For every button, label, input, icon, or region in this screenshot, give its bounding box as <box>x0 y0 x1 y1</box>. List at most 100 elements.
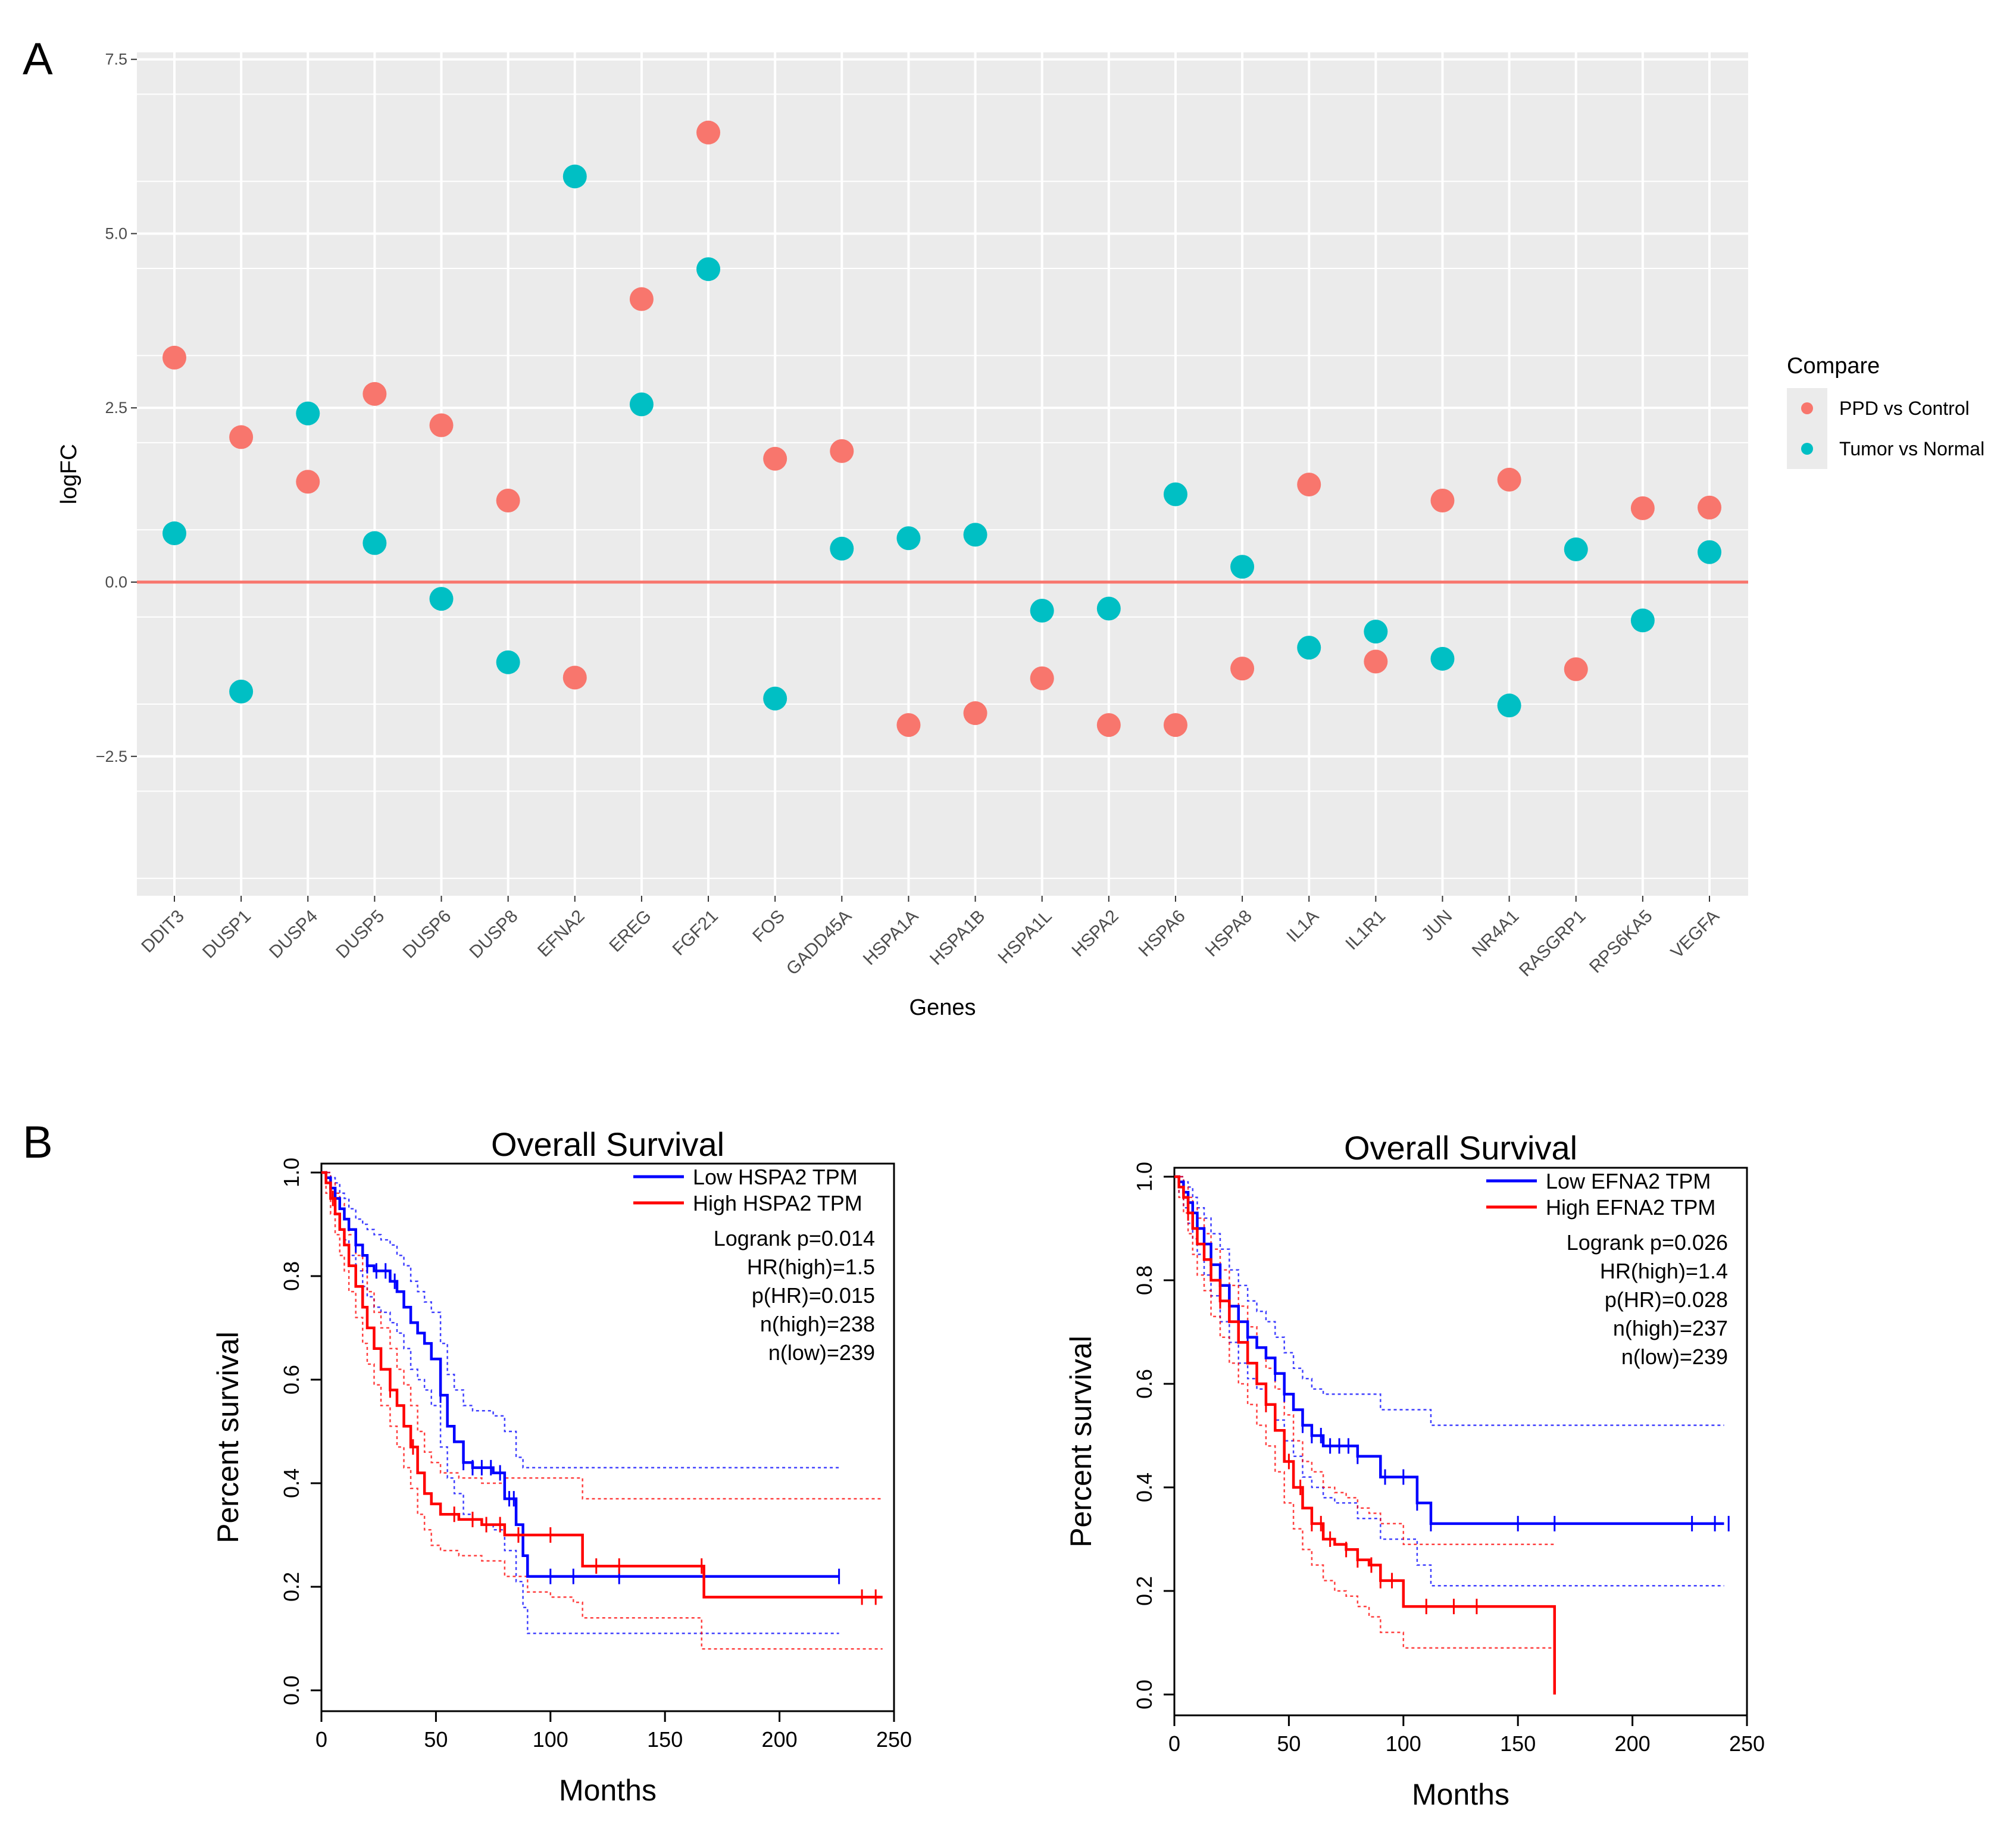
chart-title: Overall Survival <box>1344 1129 1577 1167</box>
x-axis-title: Genes <box>909 995 976 1020</box>
legend-label-ppd-vs-control: PPD vs Control <box>1839 398 1970 419</box>
x-tick-label: 0 <box>1168 1731 1180 1756</box>
x-tick-label-hspa1b: HSPA1B <box>926 906 989 969</box>
point-tumor-vs-normal-efna2 <box>562 164 587 189</box>
survival-chart-efna2: Overall Survival 0 50 100 150 200 250 0.0 0.2 0.4… <box>1064 1129 1765 1811</box>
point-ppd-vs-control-jun <box>1430 489 1455 513</box>
x-tick-label-dusp6: DUSP6 <box>399 906 455 962</box>
x-tick-label: 50 <box>1277 1731 1301 1756</box>
ci-upper-low-efna2-tpm <box>1174 1176 1724 1426</box>
point-tumor-vs-normal-vegfa <box>1698 540 1721 564</box>
stat-label: p(HR)=0.028 <box>1605 1287 1728 1312</box>
point-tumor-vs-normal-fgf21 <box>696 257 721 282</box>
point-tumor-vs-normal-fos <box>763 686 787 711</box>
point-tumor-vs-normal-jun <box>1430 646 1455 671</box>
stat-label: Logrank p=0.026 <box>1567 1230 1728 1255</box>
panel-label-a: A <box>23 34 53 85</box>
stat-label: HR(high)=1.5 <box>747 1255 875 1279</box>
x-tick-label: 250 <box>1729 1731 1765 1756</box>
point-tumor-vs-normal-gadd45a <box>830 536 854 561</box>
x-axis-title: Months <box>1412 1778 1509 1811</box>
point-tumor-vs-normal-rasgrp1 <box>1564 537 1588 561</box>
y-tick-label: 2.5 <box>105 399 127 417</box>
x-tick-label-il1r1: IL1R1 <box>1342 906 1389 954</box>
x-tick-label-hspa8: HSPA8 <box>1202 906 1256 961</box>
chart-title: Overall Survival <box>491 1126 724 1163</box>
point-tumor-vs-normal-hspa6 <box>1163 482 1187 507</box>
x-tick-label: 150 <box>1500 1731 1536 1756</box>
y-axis-title: Percent survival <box>211 1331 245 1543</box>
x-tick-label-hspa2: HSPA2 <box>1068 906 1122 961</box>
legend-label-high-hspa2-tpm: High HSPA2 TPM <box>693 1191 862 1215</box>
legend-label-high-efna2-tpm: High EFNA2 TPM <box>1546 1195 1715 1220</box>
x-tick-label: 250 <box>876 1727 912 1752</box>
y-tick-label: 0.4 <box>279 1468 304 1498</box>
ci-upper-low-hspa2-tpm <box>321 1171 839 1469</box>
point-tumor-vs-normal-il1a <box>1297 636 1321 660</box>
y-tick-label: 1.0 <box>1132 1162 1157 1192</box>
stat-label: Logrank p=0.014 <box>714 1226 875 1250</box>
point-ppd-vs-control-fos <box>763 446 787 471</box>
point-tumor-vs-normal-ereg <box>629 392 654 417</box>
point-ppd-vs-control-fgf21 <box>696 120 721 145</box>
point-ppd-vs-control-hspa1a <box>896 713 921 737</box>
ci-upper-high-efna2-tpm <box>1174 1176 1555 1545</box>
stat-label: n(high)=238 <box>760 1312 875 1336</box>
x-tick-label-dusp5: DUSP5 <box>332 906 388 962</box>
y-tick-label: 0.6 <box>1132 1369 1157 1399</box>
point-ppd-vs-control-nr4a1 <box>1497 467 1521 492</box>
point-tumor-vs-normal-dusp8 <box>496 650 520 674</box>
point-tumor-vs-normal-dusp1 <box>229 679 254 704</box>
x-tick-label-gadd45a: GADD45A <box>783 906 855 979</box>
stat-label: n(low)=239 <box>1621 1345 1728 1369</box>
x-tick-label-efna2: EFNA2 <box>534 906 589 961</box>
point-ppd-vs-control-il1a <box>1297 473 1321 497</box>
y-axis-title: Percent survival <box>1064 1336 1098 1547</box>
survival-curve-high-hspa2-tpm <box>321 1171 883 1599</box>
point-ppd-vs-control-rasgrp1 <box>1564 657 1588 681</box>
survival-curve-low-efna2-tpm <box>1174 1175 1724 1525</box>
point-ppd-vs-control-dusp4 <box>296 470 320 494</box>
point-ppd-vs-control-vegfa <box>1698 495 1721 520</box>
x-tick-label-hspa6: HSPA6 <box>1135 906 1189 961</box>
x-tick-label: 200 <box>762 1727 798 1752</box>
panel-label-b: B <box>23 1117 53 1168</box>
y-tick-label: 0.2 <box>1132 1576 1157 1606</box>
stat-label: n(low)=239 <box>768 1340 875 1365</box>
legend-key-ppd-vs-control <box>1801 402 1813 414</box>
x-tick-label: 0 <box>315 1727 327 1752</box>
point-ppd-vs-control-hspa2 <box>1096 713 1121 737</box>
point-tumor-vs-normal-dusp4 <box>296 401 320 426</box>
point-tumor-vs-normal-ddit3 <box>162 521 186 546</box>
y-tick-label: 0.6 <box>279 1365 304 1395</box>
survival-curve-high-efna2-tpm <box>1174 1175 1556 1695</box>
point-tumor-vs-normal-hspa1l <box>1030 599 1054 623</box>
y-tick-label: 0.2 <box>279 1572 304 1602</box>
x-tick-label-dusp4: DUSP4 <box>265 906 321 962</box>
point-ppd-vs-control-ereg <box>629 287 654 311</box>
x-tick-label-hspa1a: HSPA1A <box>859 906 922 969</box>
y-tick-label: 0.8 <box>279 1261 304 1291</box>
point-ppd-vs-control-hspa6 <box>1163 713 1187 737</box>
y-tick-label: 1.0 <box>279 1158 304 1187</box>
legend-label-low-hspa2-tpm: Low HSPA2 TPM <box>693 1165 858 1189</box>
point-tumor-vs-normal-hspa2 <box>1096 596 1121 621</box>
x-tick-label-ddit3: DDIT3 <box>137 906 188 957</box>
point-tumor-vs-normal-nr4a1 <box>1497 693 1521 718</box>
legend: Compare PPD vs Control Tumor vs Normal <box>1787 354 1984 469</box>
y-axis-title: logFC <box>57 444 82 504</box>
point-ppd-vs-control-hspa8 <box>1230 656 1255 681</box>
y-tick-label: 0.8 <box>1132 1265 1157 1295</box>
x-tick-label-ereg: EREG <box>605 906 655 956</box>
point-ppd-vs-control-rps6ka5 <box>1630 496 1655 520</box>
point-tumor-vs-normal-hspa8 <box>1230 555 1255 579</box>
x-tick-label: 100 <box>1386 1731 1421 1756</box>
point-tumor-vs-normal-il1r1 <box>1364 620 1388 644</box>
ci-lower-high-efna2-tpm <box>1174 1176 1555 1649</box>
x-tick-label-il1a: IL1A <box>1283 906 1323 946</box>
point-ppd-vs-control-gadd45a <box>830 439 854 463</box>
y-tick-label: 0.4 <box>1132 1473 1157 1502</box>
stat-label: n(high)=237 <box>1613 1316 1728 1340</box>
x-tick-label-jun: JUN <box>1418 906 1456 945</box>
